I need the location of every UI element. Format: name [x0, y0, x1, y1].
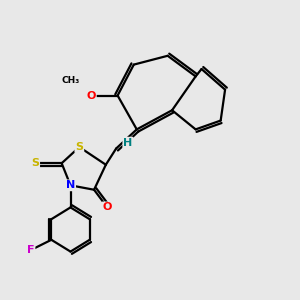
Text: O: O — [103, 202, 112, 212]
Text: H: H — [123, 138, 133, 148]
Text: CH₃: CH₃ — [61, 76, 80, 85]
Text: S: S — [31, 158, 39, 168]
Text: S: S — [75, 142, 83, 152]
Text: F: F — [27, 245, 34, 255]
Text: N: N — [66, 180, 75, 190]
Text: O: O — [86, 91, 96, 100]
